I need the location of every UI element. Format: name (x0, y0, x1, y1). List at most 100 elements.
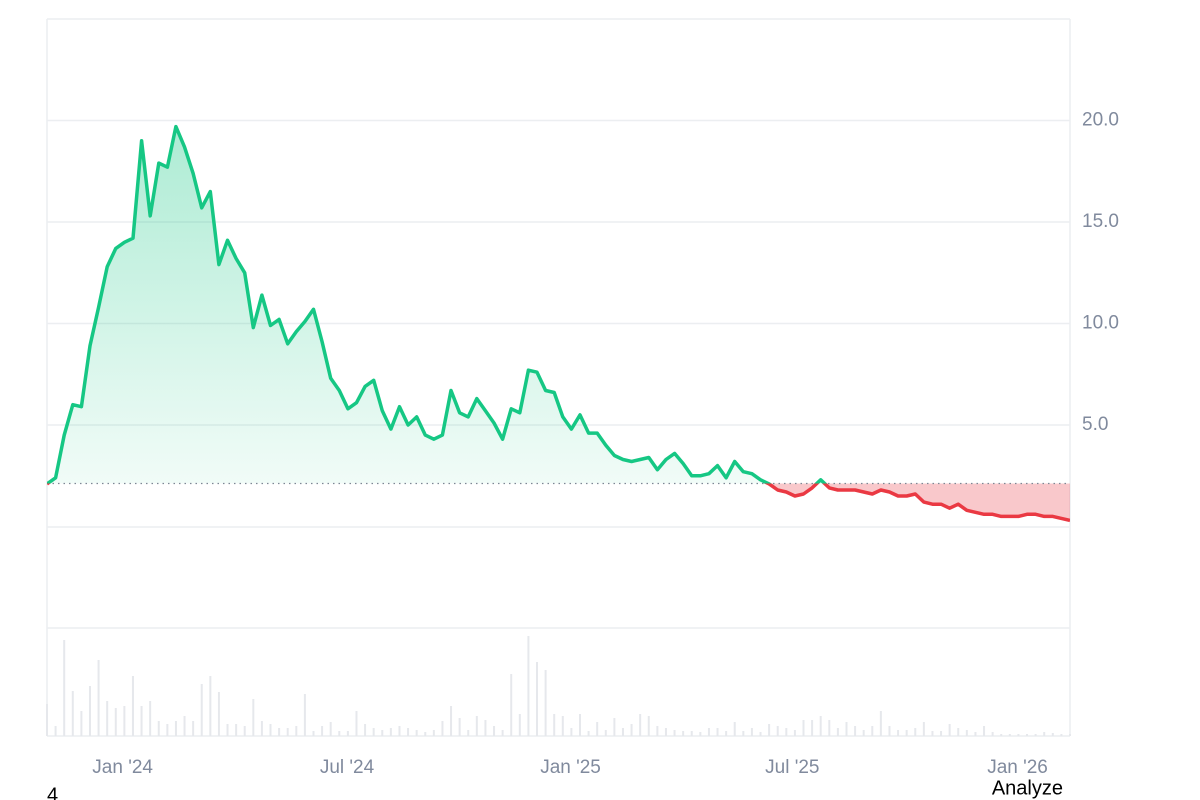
volume-bar (561, 716, 564, 736)
volume-bar (235, 724, 238, 736)
volume-bar (71, 691, 74, 736)
volume-bar (544, 670, 547, 736)
y-tick-label: 10.0 (1082, 313, 1119, 334)
volume-bar (441, 721, 444, 736)
volume-bar (733, 722, 736, 736)
volume-bar (1000, 734, 1003, 736)
volume-bar (854, 726, 857, 736)
volume-bar (346, 731, 349, 736)
volume-bar (484, 720, 487, 736)
volume-bar (1008, 734, 1011, 736)
volume-bar (716, 728, 719, 736)
volume-bar (750, 728, 753, 736)
volume-bar (905, 730, 908, 736)
volume-bar (707, 728, 710, 736)
volume-bar (742, 731, 745, 736)
y-tick-label: 20.0 (1082, 110, 1119, 131)
price-line-up (47, 124, 828, 484)
volume-bar (621, 728, 624, 736)
volume-bar (785, 728, 788, 736)
volume-bar (364, 724, 367, 736)
volume-bar (54, 726, 57, 736)
volume-bar (699, 732, 702, 736)
volume-bar (80, 711, 83, 736)
volume-bar (518, 714, 521, 736)
volume-bar (252, 699, 255, 736)
volume-bar (647, 716, 650, 736)
volume-bar (355, 711, 358, 736)
volume-bar (450, 706, 453, 736)
volume-bar (458, 718, 461, 736)
volume-bar (682, 731, 685, 736)
volume-bar (1051, 733, 1054, 736)
volume-bar (639, 714, 642, 736)
volume-bar (467, 730, 470, 736)
x-tick-label: Jan '25 (540, 757, 601, 778)
volume-bar (587, 731, 590, 736)
x-tick-label: Jan '24 (92, 757, 153, 778)
volume-bar (948, 724, 951, 736)
volume-bar (871, 726, 874, 736)
volume-bar (965, 730, 968, 736)
volume-bar (432, 730, 435, 736)
volume-bar (776, 726, 779, 736)
volume-bar (656, 726, 659, 736)
volume-bar (1026, 734, 1029, 736)
volume-bar (931, 731, 934, 736)
volume-bar (1017, 734, 1020, 736)
area-down (47, 483, 1070, 521)
volume-bar (475, 716, 478, 736)
volume-bar (312, 731, 315, 736)
x-tick-label: Jul '24 (320, 757, 375, 778)
y-tick-label: 5.0 (1082, 414, 1108, 435)
volume-bar (957, 728, 960, 736)
volume-bar (819, 716, 822, 736)
volume-bar (200, 684, 203, 736)
volume-bar (922, 722, 925, 736)
volume-bar (123, 706, 126, 736)
volume-bar (570, 728, 573, 736)
volume-bar (338, 731, 341, 736)
volume-bar (192, 721, 195, 736)
volume-bar (106, 701, 109, 736)
volume-bar (768, 724, 771, 736)
volume-bar (630, 724, 633, 736)
volume-bar (243, 726, 246, 736)
volume-bar (836, 728, 839, 736)
volume-bar (578, 714, 581, 736)
volume-bar (604, 730, 607, 736)
volume-bar (398, 726, 401, 736)
volume-bar (493, 726, 496, 736)
volume-bar (303, 694, 306, 736)
footer-left: 4 (47, 784, 58, 800)
volume-bar (149, 701, 152, 736)
volume-bar (226, 724, 229, 736)
volume-bar (802, 720, 805, 736)
volume-bar (673, 730, 676, 736)
volume-bar (217, 692, 220, 736)
volume-bar (845, 722, 848, 736)
volume-bar (329, 722, 332, 736)
volume-bar (690, 731, 693, 736)
volume-bar (725, 731, 728, 736)
volume-bar (974, 732, 977, 736)
volume-bar (97, 660, 100, 736)
price-line-down (47, 483, 1070, 523)
x-tick-label: Jul '25 (765, 757, 819, 778)
volume-bar (372, 728, 375, 736)
y-tick-label: 15.0 (1082, 211, 1119, 232)
volume-bar (1043, 732, 1046, 736)
volume-bar (613, 718, 616, 736)
volume-bar (1060, 734, 1063, 736)
volume-bar (166, 724, 169, 736)
volume-bar (415, 730, 418, 736)
volume-bar (914, 728, 917, 736)
area-up (47, 126, 825, 484)
volume-bar (897, 730, 900, 736)
analyze-button[interactable]: Analyze (992, 777, 1063, 799)
volume-bar (501, 730, 504, 736)
volume-bar (664, 728, 667, 736)
volume-bar (828, 720, 831, 736)
